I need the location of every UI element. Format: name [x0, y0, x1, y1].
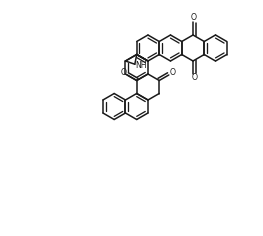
Text: O: O: [170, 68, 176, 77]
Text: O: O: [192, 73, 198, 83]
Text: O: O: [120, 68, 126, 77]
Text: O: O: [191, 13, 197, 22]
Text: NH: NH: [135, 61, 146, 70]
